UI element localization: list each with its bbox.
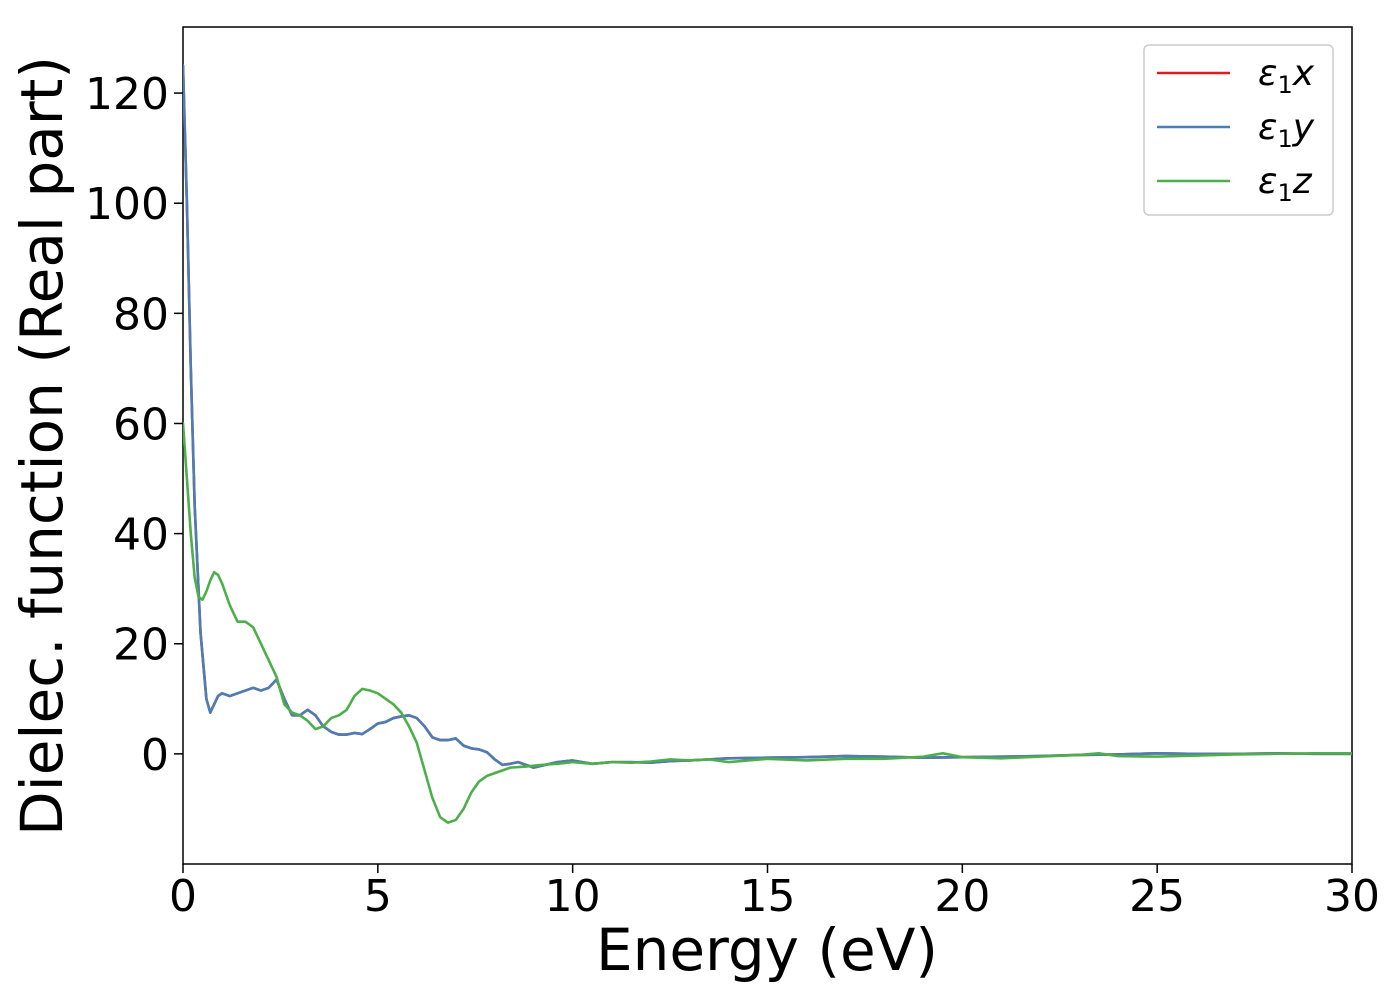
series-line-z xyxy=(183,422,1352,825)
x-tick-label: 5 xyxy=(364,871,392,922)
legend-frame xyxy=(1143,44,1334,216)
x-tick-label: 20 xyxy=(934,871,990,922)
y-tick-label: 80 xyxy=(113,289,169,340)
x-axis-label: Energy (eV) xyxy=(596,916,938,984)
x-tick-label: 15 xyxy=(740,871,796,922)
legend-label-y: ε1y xyxy=(1258,107,1315,153)
x-tick-label: 0 xyxy=(169,871,197,922)
x-axis: 0 5 10 15 20 25 30 xyxy=(169,864,1380,922)
x-tick-label: 30 xyxy=(1324,871,1380,922)
legend: ε1x ε1y ε1z xyxy=(1143,44,1334,216)
y-axis-label: Dielec. function (Real part) xyxy=(8,56,76,836)
legend-label-x: ε1x xyxy=(1258,53,1315,99)
y-tick-label: 20 xyxy=(113,620,169,671)
y-tick-label: 0 xyxy=(141,730,169,781)
y-tick-label: 100 xyxy=(85,179,169,230)
y-tick-label: 60 xyxy=(113,399,169,450)
x-tick-label: 25 xyxy=(1129,871,1185,922)
y-tick-label: 120 xyxy=(85,69,169,120)
legend-label-z: ε1z xyxy=(1258,161,1313,207)
series-line-y xyxy=(183,64,1352,769)
y-axis: 0 20 40 60 80 100 120 xyxy=(85,69,183,781)
y-tick-label: 40 xyxy=(113,510,169,561)
series-group xyxy=(183,64,1352,825)
x-tick-label: 10 xyxy=(545,871,601,922)
